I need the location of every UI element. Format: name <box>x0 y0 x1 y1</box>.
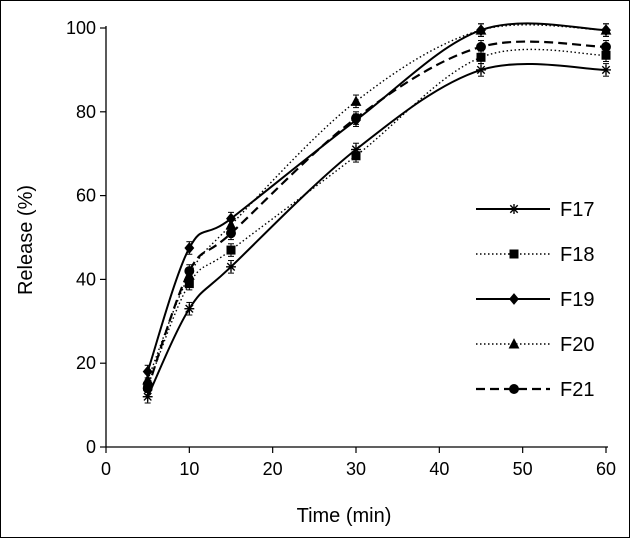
y-tick-label-80: 80 <box>76 102 96 122</box>
x-tick-label-40: 40 <box>429 459 449 479</box>
x-tick-label-60: 60 <box>596 459 616 479</box>
point-f18-15 <box>226 245 236 255</box>
y-axis-label: Release (%) <box>15 185 37 295</box>
point-f18-30 <box>351 151 361 161</box>
legend-marker-f18 <box>509 249 519 259</box>
series-line-f21 <box>146 40 607 389</box>
legend-marker-f19 <box>509 293 519 305</box>
series-line-f18 <box>147 48 607 387</box>
x-axis-label: Time (min) <box>297 505 392 527</box>
point-f17-15 <box>226 261 236 272</box>
point-f18-10 <box>184 279 194 289</box>
point-f21-60 <box>601 41 611 52</box>
series-line-f17 <box>146 63 607 398</box>
x-tick-label-10: 10 <box>179 459 199 479</box>
series-lines <box>146 22 607 398</box>
legend: F17 F18 F19 F20 F21 <box>476 199 594 401</box>
y-tick-label-40: 40 <box>76 269 96 289</box>
legend-marker-f21 <box>509 384 519 394</box>
x-tick-label-20: 20 <box>263 459 283 479</box>
legend-label-f19: F19 <box>560 289 594 311</box>
point-f20-60 <box>600 24 612 35</box>
point-f18-45 <box>476 52 486 62</box>
point-f21-15 <box>226 228 236 239</box>
legend-label-f17: F17 <box>560 199 594 221</box>
point-f21-45 <box>476 41 486 52</box>
point-f17-10 <box>184 303 195 314</box>
point-f19-5 <box>142 365 153 378</box>
series-line-f19 <box>146 22 607 372</box>
y-tick-label-60: 60 <box>76 186 96 206</box>
x-tick-label-50: 50 <box>513 459 533 479</box>
point-f20-30 <box>350 95 362 106</box>
point-f18-60 <box>601 50 611 60</box>
y-tick-label-20: 20 <box>76 353 96 373</box>
point-f21-30 <box>351 113 361 124</box>
legend-label-f21: F21 <box>560 379 594 401</box>
y-tick-label-100: 100 <box>66 18 96 38</box>
legend-label-f20: F20 <box>560 334 594 356</box>
y-tick-label-0: 0 <box>86 437 96 457</box>
point-f17-60 <box>601 64 611 75</box>
legend-marker-f17 <box>509 204 519 214</box>
x-tick-label-30: 30 <box>346 459 366 479</box>
x-tick-label-0: 0 <box>101 459 111 479</box>
legend-label-f18: F18 <box>560 244 594 266</box>
point-f21-5 <box>142 383 153 394</box>
legend-marker-f20 <box>508 338 520 349</box>
series-line-f20 <box>147 24 607 381</box>
axes: 0 20 40 60 80 100 0 10 20 30 40 50 60 <box>66 18 616 479</box>
point-f17-45 <box>476 64 486 75</box>
point-f19-10 <box>184 242 195 254</box>
point-f20-45 <box>475 24 487 35</box>
point-f21-10 <box>184 266 195 276</box>
series-marks <box>142 23 612 404</box>
